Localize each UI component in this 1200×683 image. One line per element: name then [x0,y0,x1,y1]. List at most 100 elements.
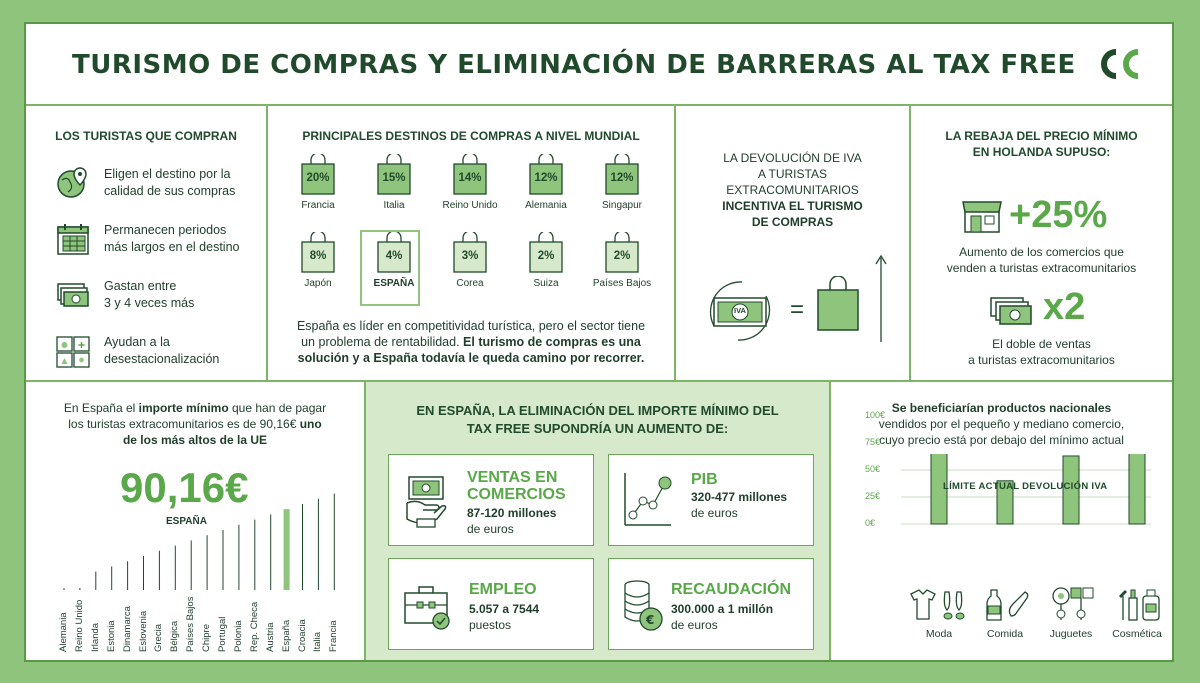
destino-country: Reino Unido [442,200,498,211]
country-label: Reino Unido [73,599,85,652]
shopping-bag-icon [605,154,639,195]
destinos-text-line2b: El turismo de compras es una [463,335,641,349]
card-empleo: EMPLEO 5.057 a 7544 puestos [388,558,594,650]
growth-chart-icon [624,473,672,526]
country-label: Italia [312,631,324,652]
list-item-text: Permanecen periodos más largos en el des… [104,222,264,256]
list-item-line1: Eligen el destino por la [104,167,231,181]
category-label: Comida [986,628,1024,640]
shopping-bag-icon [377,154,411,195]
iva-line1: LA DEVOLUCIÓN DE IVA [723,151,862,165]
holanda-heading-line1: LA REBAJA DEL PRECIO MÍNIMO [945,129,1138,143]
list-item-line1: Gastan entre [104,279,177,293]
country-label: Alemania [58,612,69,652]
shopping-bag-icon [817,276,859,331]
card-ventas-value2: de euros [467,522,514,536]
destinos-text-line2a: un problema de rentabilidad. [301,335,464,349]
equals-sign: = [790,296,805,323]
eliminacion-heading-line2: TAX FREE SUPONDRÍA UN AUMENTO DE: [466,421,729,436]
destinos-text-line1: España es líder en competitividad turíst… [296,319,646,333]
destino-country: Japón [304,278,332,289]
country-label: Francia [328,620,340,652]
country-label: Países Bajos [185,596,197,652]
country-label: Dinamarca [121,606,133,652]
list-item-text: Eligen el destino por la calidad de sus … [104,166,264,200]
page-title: TURISMO DE COMPRAS Y ELIMINACIÓN DE BARR… [72,50,1076,80]
country-label: Irlanda [89,622,101,652]
destino-pct: 12% [534,172,558,184]
card-ventas-title1: VENTAS EN [467,469,558,486]
country-label: Austria [264,622,276,652]
bar [930,454,948,525]
card-ventas-value: 87-120 millones de euros [467,505,556,537]
country-label: Bélgica [169,620,181,652]
shopping-bag-icon [529,232,563,273]
stat1-caption: Aumento de los comercios que venden a tu… [911,244,1172,276]
country-label: España [280,619,292,652]
destino-country: Singapur [601,200,643,211]
destino-item: 12% Singapur [592,154,652,211]
bar-spain [283,509,290,590]
country-label: Portugal [217,616,228,652]
importe-line2a: los turistas extracomunitarios es de 90,… [68,417,300,431]
card-pib-value2: de euros [691,506,738,520]
list-item-line1: Ayudan a la [104,335,170,349]
importe-line1: En España el importe mínimo que han de p… [26,400,364,416]
productos-section: Se beneficiarían productos nacionales ve… [831,382,1172,660]
card-recaudacion-value1: 300.000 a 1 millón [671,602,774,616]
list-item-line2: desestacionalización [104,352,220,366]
header: TURISMO DE COMPRAS Y ELIMINACIÓN DE BARR… [26,24,1172,106]
card-recaudacion-value: 300.000 a 1 millón de euros [671,601,773,633]
productos-text: Se beneficiarían productos nacionales ve… [831,400,1172,448]
destinos-text-line3: solución y a España todavía le queda cam… [297,351,645,365]
stat2-line1: El doble de ventas [992,337,1091,351]
destino-pct: 15% [382,172,406,184]
shopping-bag-icon [377,232,411,273]
spain-highlight-box [360,230,420,306]
productos-chart [901,454,1151,525]
list-item-text: Gastan entre 3 y 4 veces más [104,278,264,312]
svg-text:€: € [645,613,654,627]
destino-item: 20% Francia [288,154,348,211]
list-item-text: Ayudan a la desestacionalización [104,334,264,368]
destino-item: 2% Países Bajos [592,232,652,289]
destino-country: Corea [456,278,484,289]
destino-pct: 4% [385,250,403,262]
store-icon [962,201,1002,233]
card-empleo-value1: 5.057 a 7544 [469,602,540,616]
list-item-line2: más largos en el destino [104,240,240,254]
importe-line2: los turistas extracomunitarios es de 90,… [26,416,364,432]
card-pib-title: PIB [691,471,718,488]
y-tick-label: 50€ [865,464,881,474]
stat-plus25: +25% [1009,194,1108,236]
category-label: Juguetes [1049,628,1093,640]
eliminacion-heading: EN ESPAÑA, LA ELIMINACIÓN DEL IMPORTE MÍ… [366,402,829,438]
stat-x2: x2 [1043,286,1086,328]
holanda-heading-line2: EN HOLANDA SUPUSO: [972,145,1111,159]
destinos-section: PRINCIPALES DESTINOS DE COMPRAS A NIVEL … [268,106,676,382]
destinos-text: España es líder en competitividad turíst… [268,318,674,366]
infographic-frame: TURISMO DE COMPRAS Y ELIMINACIÓN DE BARR… [24,22,1174,662]
bar [1128,454,1146,525]
iva-section: LA DEVOLUCIÓN DE IVA A TURISTAS EXTRACOM… [676,106,911,382]
shopping-bag-icon [301,154,335,195]
money-stack-icon [57,283,89,307]
destino-pct: 8% [309,250,327,262]
card-pib: PIB 320-477 millones de euros [608,454,814,546]
card-ventas-value1: 87-120 millones [467,506,557,520]
productos-heading-line3: cuyo precio está por debajo del mínimo a… [879,433,1124,447]
list-item-line2: calidad de sus compras [104,184,236,198]
destino-pct: 12% [610,172,634,184]
destino-item: 14% Reino Unido [440,154,500,211]
category-label: Cosmética [1112,628,1162,640]
iva-bill-label: IVA [734,306,746,315]
card-empleo-value: 5.057 a 7544 puestos [469,601,539,633]
destino-pct: 14% [458,172,482,184]
destino-country: Italia [383,200,405,211]
fashion-icon [910,589,965,620]
list-item-line1: Permanecen periodos [104,223,227,237]
turistas-heading: LOS TURISTAS QUE COMPRAN [55,129,237,143]
shopping-bag-icon [605,232,639,273]
iva-refund-icon [709,281,771,341]
globe-pin-icon [57,167,87,198]
